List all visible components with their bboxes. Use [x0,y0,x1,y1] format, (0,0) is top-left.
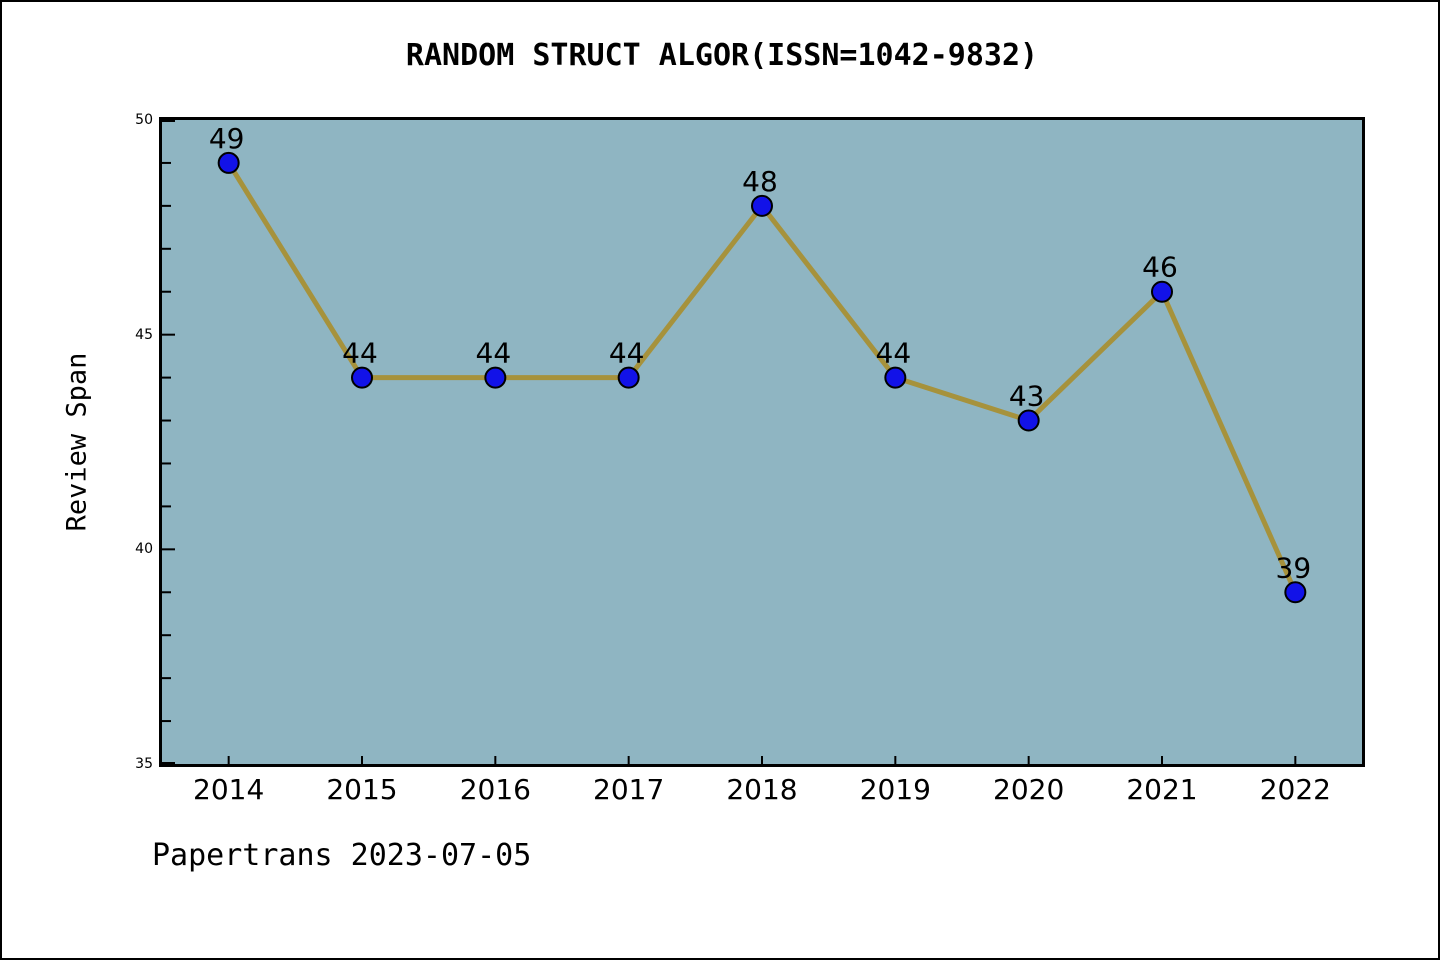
y-axis-title: Review Span [61,352,93,532]
data-point [1017,409,1040,432]
y-tick-label: 50 [135,112,153,128]
point-value-label: 44 [476,337,512,370]
data-point [217,151,240,174]
line-chart-svg: 49 44 44 44 48 44 43 46 39 [162,120,1362,764]
y-tick-label: 45 [135,326,153,343]
point-value-label: 44 [876,337,912,370]
chart-title: RANDOM STRUCT ALGOR(ISSN=1042-9832) [405,38,1039,73]
data-point [884,366,907,389]
x-tick-label: 2016 [459,773,531,806]
data-point [1151,280,1173,303]
footer-watermark: Papertrans 2023-07-05 [152,838,532,873]
plot-background [162,120,1362,764]
x-tick-label: 2022 [1259,773,1331,806]
y-tick-label: 40 [135,541,153,558]
data-point [751,194,773,217]
point-value-label: 43 [1009,380,1045,413]
x-tick-label: 2018 [726,773,798,806]
x-tick-label: 2019 [859,773,931,806]
y-tick-label: 35 [135,756,153,772]
x-tick-label: 2021 [1126,773,1198,806]
point-value-label: 44 [609,337,645,370]
point-value-label: 44 [342,337,378,370]
data-point [484,366,507,389]
plot-area: 49 44 44 44 48 44 43 46 39 [159,117,1365,767]
point-value-label: 48 [742,165,778,198]
data-point [351,366,373,389]
data-point [617,366,640,389]
x-tick-label: 2017 [593,773,665,806]
x-tick-label: 2014 [193,773,265,806]
x-tick-label: 2020 [993,773,1065,806]
point-value-label: 46 [1142,251,1178,284]
data-point [1284,581,1307,604]
point-value-label: 39 [1276,551,1312,584]
x-tick-label: 2015 [326,773,398,806]
point-value-label: 49 [209,122,245,155]
